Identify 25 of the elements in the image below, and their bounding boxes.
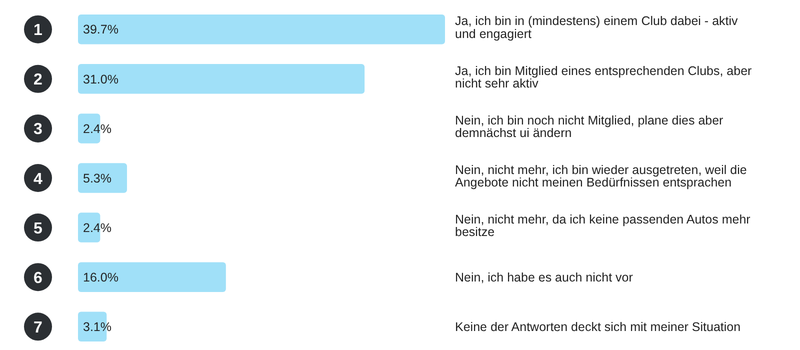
bar bbox=[78, 14, 445, 44]
data-label: 2.4% bbox=[83, 122, 112, 136]
data-label: 16.0% bbox=[83, 270, 118, 284]
bar bbox=[78, 163, 127, 193]
y-tick-label: 7 bbox=[34, 319, 43, 336]
bar bbox=[78, 64, 365, 94]
text: Nein, nicht mehr, da ich keine passenden Autos mehr besitze bbox=[455, 212, 750, 240]
y-tick-label: 4 bbox=[34, 170, 43, 188]
data-label: 39.7% bbox=[83, 22, 118, 37]
y-tick-label: 2 bbox=[34, 72, 43, 89]
text: Nein, nicht mehr, ich bin wieder ausgetreten, weil die Angebote nicht meinen Bedürfnissen entsprachen bbox=[455, 162, 747, 190]
text: Nein, ich bin noch nicht Mitglied, plane dies aber demnächst ui ändern bbox=[455, 113, 724, 140]
y-tick-label: 6 bbox=[34, 270, 43, 287]
data-label: 3.1% bbox=[83, 320, 112, 334]
bar bbox=[78, 262, 226, 292]
text: Ja, ich bin Mitglied eines entsprechenden Clubs, aber nicht sehr aktiv bbox=[455, 64, 752, 90]
y-tick-label: 3 bbox=[34, 121, 43, 138]
data-label: 31.0% bbox=[83, 72, 118, 86]
text: Ja, ich bin in (mindestens) einem Club dabei - aktiv und engagiert bbox=[455, 14, 739, 41]
data-label: 5.3% bbox=[83, 171, 112, 186]
y-tick-label: 1 bbox=[34, 22, 43, 40]
data-label: 2.4% bbox=[83, 220, 112, 235]
text: Keine der Antworten deckt sich mit meiner Situation bbox=[455, 320, 741, 334]
y-tick-label: 5 bbox=[34, 220, 43, 238]
text: Nein, ich habe es auch nicht vor bbox=[455, 270, 633, 284]
